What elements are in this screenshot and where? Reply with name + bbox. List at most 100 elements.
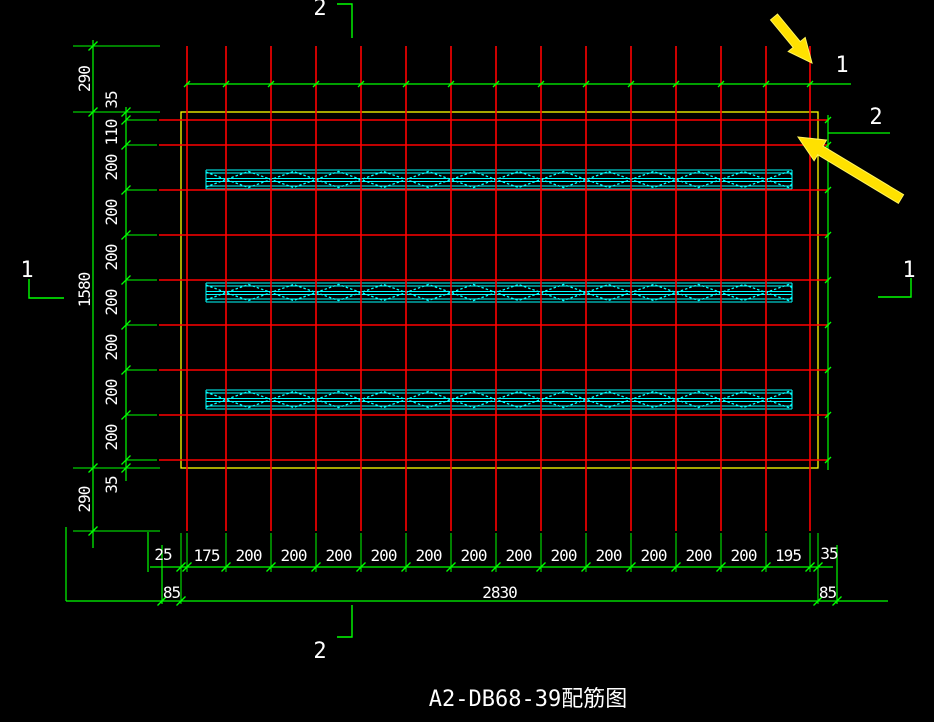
section-marker-1-left [28,279,64,299]
dim-label: 200 [236,546,262,565]
dim-tick [492,80,500,88]
dim-label: 200 [102,199,121,225]
dim-label: 35 [102,91,121,109]
section-number-2-bottom: 2 [313,639,326,664]
dim-tick [157,596,167,606]
dim-label: 200 [461,546,487,565]
dim-tick [824,411,832,419]
dim-tick [581,562,591,572]
dim-tick [824,366,832,374]
dim-tick [121,463,131,473]
dim-label: 1580 [75,272,94,307]
lattice-trusses [205,169,793,410]
dim-tick [183,80,191,88]
dim-tick [176,562,186,572]
dim-tick [401,562,411,572]
lattice-truss [205,169,793,190]
dim-label: 200 [551,546,577,565]
dim-label: 200 [102,334,121,360]
dim-label: 200 [102,244,121,270]
dim-tick [491,562,501,572]
dim-tick [806,80,814,88]
dim-tick [267,80,275,88]
dim-label: 195 [775,546,801,565]
dim-tick [824,276,832,284]
section-marker-2-bottom [337,605,353,638]
truss-web [205,291,793,302]
section-marker-2-top [337,3,353,38]
callout-number-vertical-bars: 1 [835,53,848,78]
dim-tick [813,596,823,606]
dim-tick [672,80,680,88]
truss-web [205,398,793,409]
dim-tick [805,562,815,572]
dim-label: 200 [371,546,397,565]
section-number-1-left: 1 [20,258,33,283]
dim-label: 200 [596,546,622,565]
section-number-2-top: 2 [313,0,326,21]
dim-tick [582,80,590,88]
dim-tick [88,107,98,117]
dim-tick [266,562,276,572]
dim-tick [762,80,770,88]
dim-tick [446,562,456,572]
dim-label: 290 [75,486,94,512]
dim-label: 2830 [482,583,517,602]
slab-outline [180,111,819,469]
dim-label: 35 [820,544,838,563]
dim-label: 200 [102,289,121,315]
dim-label: 25 [154,545,172,564]
dim-tick [717,80,725,88]
dim-tick [176,596,186,606]
annotation-arrow-1-icon [769,13,813,64]
dim-tick [832,596,842,606]
dim-tick [312,80,320,88]
annotation-arrow-2-icon [796,136,905,204]
dim-label: 35 [102,476,121,494]
dim-label: 85 [163,583,181,602]
dim-tick [447,80,455,88]
dim-tick [824,116,832,124]
section-number-1-right: 1 [902,258,915,283]
dim-label: 200 [506,546,532,565]
dim-tick [536,562,546,572]
dim-tick [357,80,365,88]
dim-tick [356,562,366,572]
dim-tick [537,80,545,88]
dim-tick [824,321,832,329]
dim-label: 110 [102,119,121,145]
dim-tick [761,562,771,572]
truss-web [205,390,793,401]
dim-label: 200 [281,546,307,565]
dim-tick [626,562,636,572]
lattice-truss [205,282,793,303]
dim-tick [311,562,321,572]
dim-tick [716,562,726,572]
truss-web [205,178,793,189]
dim-label: 200 [102,379,121,405]
dim-tick [222,80,230,88]
dim-label: 200 [326,546,352,565]
dim-tick [671,562,681,572]
dim-tick [121,107,131,117]
dim-tick [88,526,98,536]
dim-tick [221,562,231,572]
dim-label: 290 [75,66,94,92]
dim-label: 200 [416,546,442,565]
truss-web [205,283,793,294]
dim-tick [824,456,832,464]
lattice-truss [205,389,793,410]
dim-label: 200 [641,546,667,565]
dim-tick [824,141,832,149]
dim-tick [824,231,832,239]
dim-tick [88,463,98,473]
dim-tick [182,562,192,572]
dim-tick [88,41,98,51]
dim-tick [402,80,410,88]
dim-tick [627,80,635,88]
dim-label: 85 [819,583,837,602]
dim-tick [824,186,832,194]
dim-label: 200 [686,546,712,565]
